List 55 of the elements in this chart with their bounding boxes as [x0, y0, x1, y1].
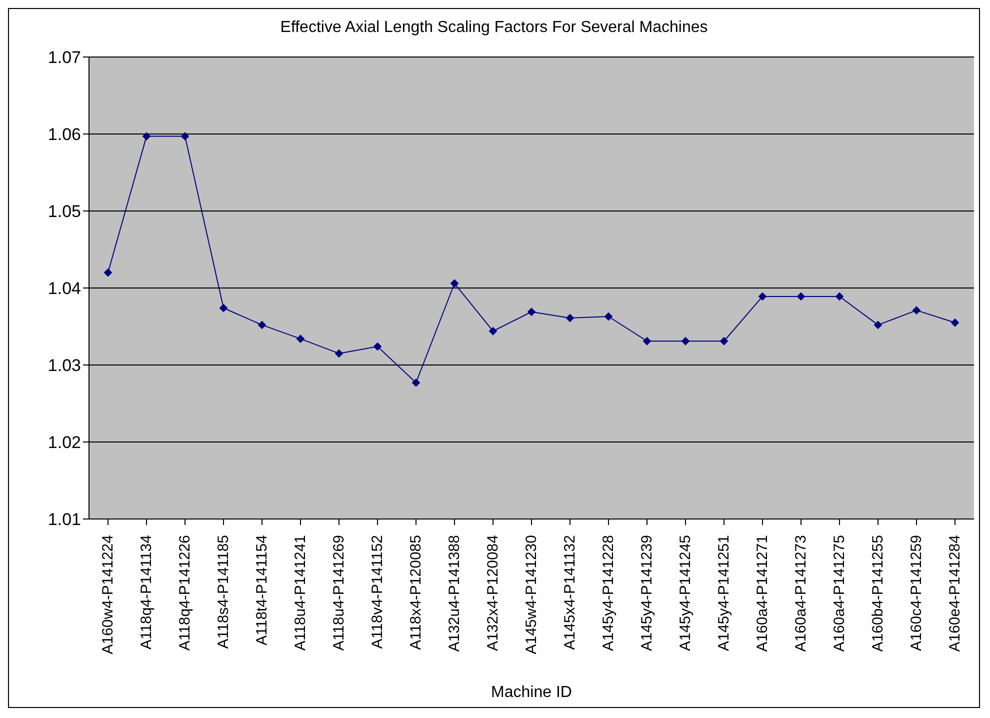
x-tick-label: A145w4-P141230: [523, 535, 540, 654]
x-tick-label: A160a4-P141275: [831, 535, 848, 652]
point: [836, 292, 844, 300]
point: [643, 337, 651, 346]
chart-title: Effective Axial Length Scaling Factors For Several Machines: [279, 18, 709, 38]
x-tick-label: A118x4-P120085: [408, 535, 424, 650]
point: [142, 132, 150, 140]
point: [412, 378, 420, 387]
point: [296, 334, 304, 343]
x-tick-label: A160w4-P141224: [100, 535, 116, 654]
y-tick-label: 1.01: [48, 510, 81, 530]
x-tick-label: A118q4-P141134: [138, 535, 155, 650]
y-tick-label: 1.06: [48, 125, 81, 144]
point: [104, 268, 112, 277]
x-tick-label: A160a4-P141271: [754, 535, 771, 652]
x-tick-label: A160e4-P141284: [946, 535, 964, 652]
point: [951, 318, 959, 327]
x-tick-label: A145x4-P141132: [562, 535, 578, 650]
y-tick-label: 1.05: [48, 202, 81, 222]
y-tick-label: 1.07: [48, 48, 81, 68]
point: [912, 306, 920, 314]
point: [566, 314, 574, 322]
x-tick-label: A160b4-P141255: [870, 535, 886, 652]
x-tick-label: A145y4-P141245: [677, 535, 694, 651]
point: [604, 312, 612, 320]
x-tick-label: A145y4-P141239: [638, 535, 656, 651]
x-tick-label: A118u4-P141241: [292, 535, 309, 651]
x-tick-label: A118v4-P141152: [369, 535, 386, 649]
point: [758, 292, 766, 300]
point: [528, 308, 536, 316]
x-tick-label: A160c4-P141259: [908, 535, 925, 651]
point: [374, 342, 382, 351]
point: [682, 337, 690, 346]
x-tick-label: A118t4-P141154: [254, 535, 270, 646]
x-tick-label: A118u4-P141269: [330, 535, 348, 651]
y-tick-label: 1.04: [48, 279, 81, 298]
x-tick-label: A132x4-P120084: [484, 535, 502, 651]
point: [720, 337, 728, 346]
point: [335, 349, 343, 358]
x-tick-label: A160a4-P141273: [792, 535, 810, 652]
point: [220, 304, 228, 312]
point: [450, 279, 458, 288]
x-tick-label: A145y4-P141228: [600, 535, 617, 651]
x-tick-label: A145y4-P141251: [716, 535, 732, 651]
point: [181, 132, 189, 140]
point: [797, 292, 805, 300]
x-tick-label: A118s4-P141185: [215, 535, 232, 649]
x-tick-label: A132u4-P141388: [446, 535, 463, 652]
point: [258, 320, 266, 329]
point: [489, 327, 497, 336]
y-tick-label: 1.03: [48, 356, 81, 376]
point: [874, 320, 882, 329]
x-tick-label: A118q4-P141226: [176, 535, 194, 651]
y-tick-label: 1.02: [48, 433, 81, 452]
x-axis-title: Machine ID: [491, 684, 572, 701]
